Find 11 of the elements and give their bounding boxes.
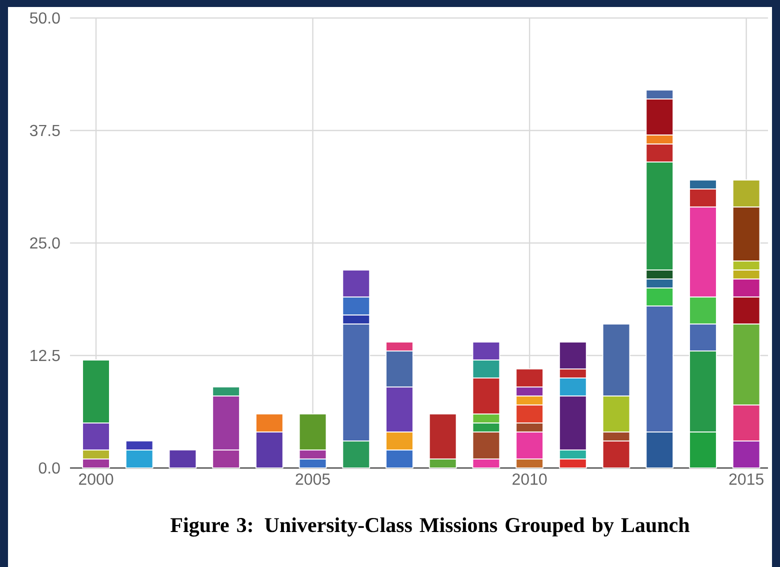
bar [168, 450, 197, 468]
x-tick-label: 2005 [296, 474, 330, 485]
y-tick-label: 37.5 [30, 124, 60, 136]
x-tick-label: 2015 [729, 474, 764, 485]
y-tick-label: 50.0 [30, 12, 60, 24]
y-tick-label: 0.0 [38, 462, 60, 474]
text: Figure 3: University-Class Missions Grouped by Launch [170, 517, 690, 537]
y-tick-label: 25.0 [30, 237, 60, 249]
y-tick-label: 12.5 [30, 350, 60, 362]
x-tick-label: 2010 [512, 474, 547, 485]
x-tick-label: 2000 [79, 474, 114, 485]
